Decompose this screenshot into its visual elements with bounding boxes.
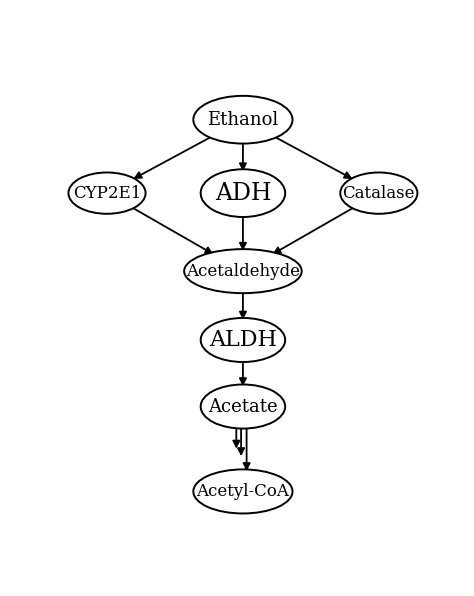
Ellipse shape (68, 172, 146, 214)
Ellipse shape (340, 172, 418, 214)
Ellipse shape (201, 169, 285, 217)
Text: Catalase: Catalase (343, 185, 415, 201)
Ellipse shape (201, 318, 285, 362)
Ellipse shape (193, 470, 292, 514)
Text: Ethanol: Ethanol (207, 111, 279, 129)
Text: CYP2E1: CYP2E1 (73, 185, 141, 201)
Ellipse shape (193, 96, 292, 144)
Ellipse shape (184, 249, 301, 293)
Text: ADH: ADH (215, 182, 271, 204)
Text: Acetyl-CoA: Acetyl-CoA (197, 483, 289, 500)
Text: ALDH: ALDH (209, 329, 277, 351)
Text: Acetate: Acetate (208, 398, 278, 415)
Ellipse shape (201, 384, 285, 429)
Text: Acetaldehyde: Acetaldehyde (186, 263, 300, 280)
